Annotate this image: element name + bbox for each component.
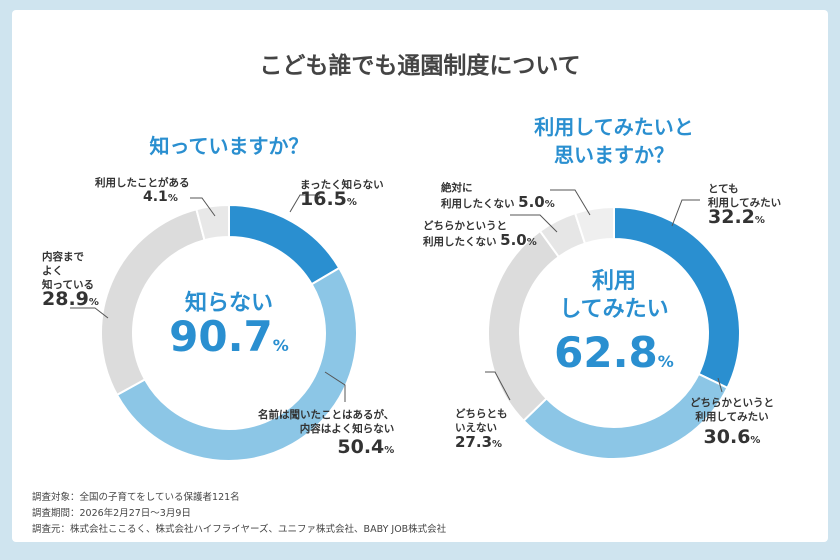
leader-lines (70, 189, 723, 402)
donut-slice (487, 229, 561, 423)
leader-line (550, 189, 591, 216)
label-text: とても (708, 183, 739, 195)
center-label-right: 利用 してみたい (514, 268, 714, 324)
label-value: 4.1% (143, 189, 178, 205)
label-r2: どちらともいえない 27.3% (455, 407, 508, 452)
question-left: 知っていますか？ (149, 134, 309, 158)
center-line: してみたい (559, 297, 669, 322)
label-l3: 利用したことがある 4.1% (95, 176, 190, 206)
value: 90.7 (169, 312, 273, 361)
label-value: 30.6% (703, 426, 761, 448)
question-right: 利用してみたいと 思いますか？ (514, 113, 714, 169)
donut-slice (195, 203, 230, 242)
label-r1: どちらかというと 利用してみたい 30.6% (690, 396, 774, 448)
label-text: 利用してみたい (695, 411, 769, 423)
center-value-right: 62.8% (514, 328, 714, 377)
leader-line (671, 199, 700, 227)
label-text: よく (42, 265, 63, 277)
label-text: 内容はよく知らない (299, 423, 395, 435)
label-value: 32.2% (708, 206, 765, 228)
label-l1: 名前は聞いたことはあるが、内容はよく知らない 50.4% (258, 408, 394, 458)
value: 62.8 (554, 328, 658, 377)
label-l0: まったく知らない 16.5% (300, 178, 384, 210)
footer-line: 調査期間：2026年2月27日〜3月9日 (32, 508, 191, 519)
label-text-row: 利用したくない 5.0% (441, 193, 555, 211)
label-text: 名前は聞いたことはあるが、 (258, 409, 395, 421)
page-title: こども誰でも通園制度について (259, 53, 581, 79)
label-value: 27.3% (455, 433, 503, 451)
label-text: どちらとも (455, 408, 508, 420)
unit: % (657, 352, 674, 371)
question-line: 利用してみたいと (534, 115, 694, 139)
donut-left (100, 203, 358, 462)
leader-line (717, 377, 723, 393)
center-line: 利用 (591, 269, 636, 294)
question-line: 思いますか？ (554, 143, 674, 167)
footer-line: 調査対象：全国の子育てをしている保護者121名 (32, 492, 240, 503)
leader-line (510, 214, 558, 233)
label-text: 内容まで (42, 251, 84, 263)
label-text: どちらかというと (690, 397, 774, 409)
leader-line (485, 371, 511, 401)
center-value-left: 90.7% (129, 312, 329, 361)
label-r3: どちらかというと 利用したくない 5.0% (423, 219, 537, 250)
label-text: 利用してみたい (708, 197, 782, 209)
label-text: 利用したことがある (95, 177, 190, 189)
donut-slice (228, 203, 341, 286)
leader-line (289, 194, 320, 213)
label-r0: とても利用してみたい 32.2% (708, 182, 781, 228)
donut-slice (115, 266, 358, 462)
label-text: 絶対に (441, 182, 473, 194)
unit: % (272, 336, 289, 355)
donut-right (487, 205, 741, 460)
footer-line: 調査元：株式会社ここるく、株式会社ハイフライヤーズ、ユニファ株式会社、BABY … (32, 524, 447, 535)
label-value: 28.9% (42, 288, 99, 310)
label-text: いえない (455, 422, 497, 434)
center-label-left: 知らない (184, 291, 273, 316)
leader-line (324, 371, 346, 402)
label-value: 16.5% (300, 188, 357, 210)
leader-line (70, 307, 109, 319)
footer-notes: 調査対象：全国の子育てをしている保護者121名 調査期間：2026年2月27日〜… (32, 490, 446, 538)
label-r4: 絶対に 利用したくない 5.0% (441, 181, 555, 212)
label-text-row: 利用したくない 5.0% (423, 231, 537, 249)
label-value: 50.4% (337, 436, 395, 458)
label-text: まったく知らない (300, 179, 384, 191)
label-l2: 内容までよく知っている 28.9% (42, 250, 99, 310)
label-text: どちらかというと (423, 220, 507, 232)
label-text: 知っている (42, 279, 94, 291)
leader-line (190, 197, 216, 217)
